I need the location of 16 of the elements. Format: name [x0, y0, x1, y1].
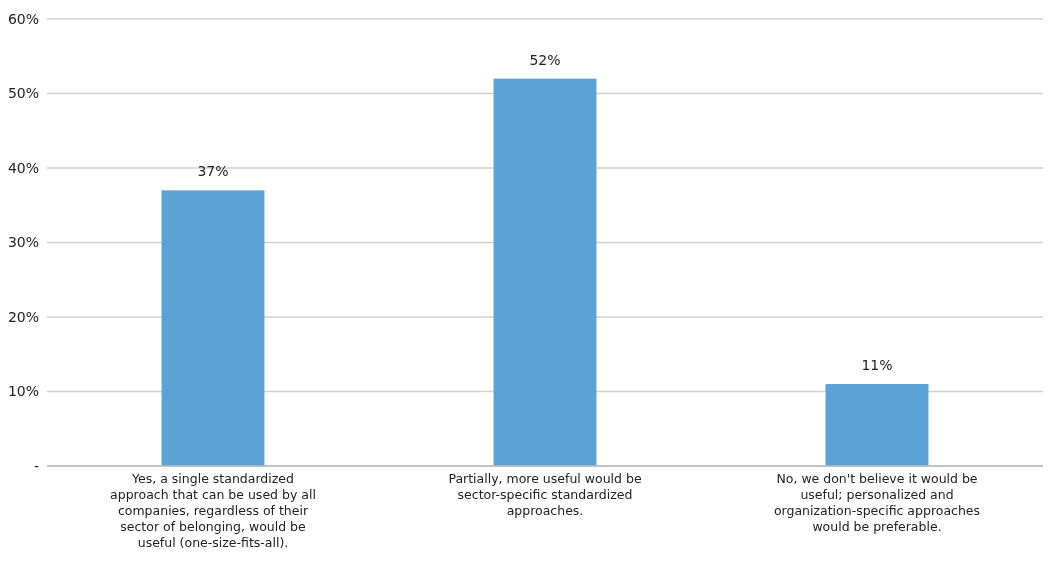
x-tick-label: Partially, more useful would be sector-specific standardized approaches. [448, 471, 642, 518]
x-tick-label: No, we don't believe it would be useful; personalized and organization-specific approaches would be preferable. [773, 471, 981, 534]
y-tick-label: - [33, 457, 39, 474]
data-label: 52% [529, 51, 561, 68]
y-tick-label: 20% [7, 308, 39, 325]
bar [493, 78, 597, 466]
data-label: 11% [861, 357, 893, 374]
y-tick-label: 50% [7, 85, 39, 102]
data-label: 37% [197, 163, 229, 180]
bar [161, 190, 265, 466]
y-tick-label: 60% [7, 10, 39, 27]
x-tick-label: Yes, a single standardized approach that can be used by all companies, regardless of their sector of belonging, would be useful (one-size-fits-all). [110, 471, 316, 550]
y-tick-label: 10% [7, 383, 39, 400]
bar [825, 384, 929, 466]
y-tick-label: 30% [7, 234, 39, 251]
y-tick-label: 40% [7, 159, 39, 176]
